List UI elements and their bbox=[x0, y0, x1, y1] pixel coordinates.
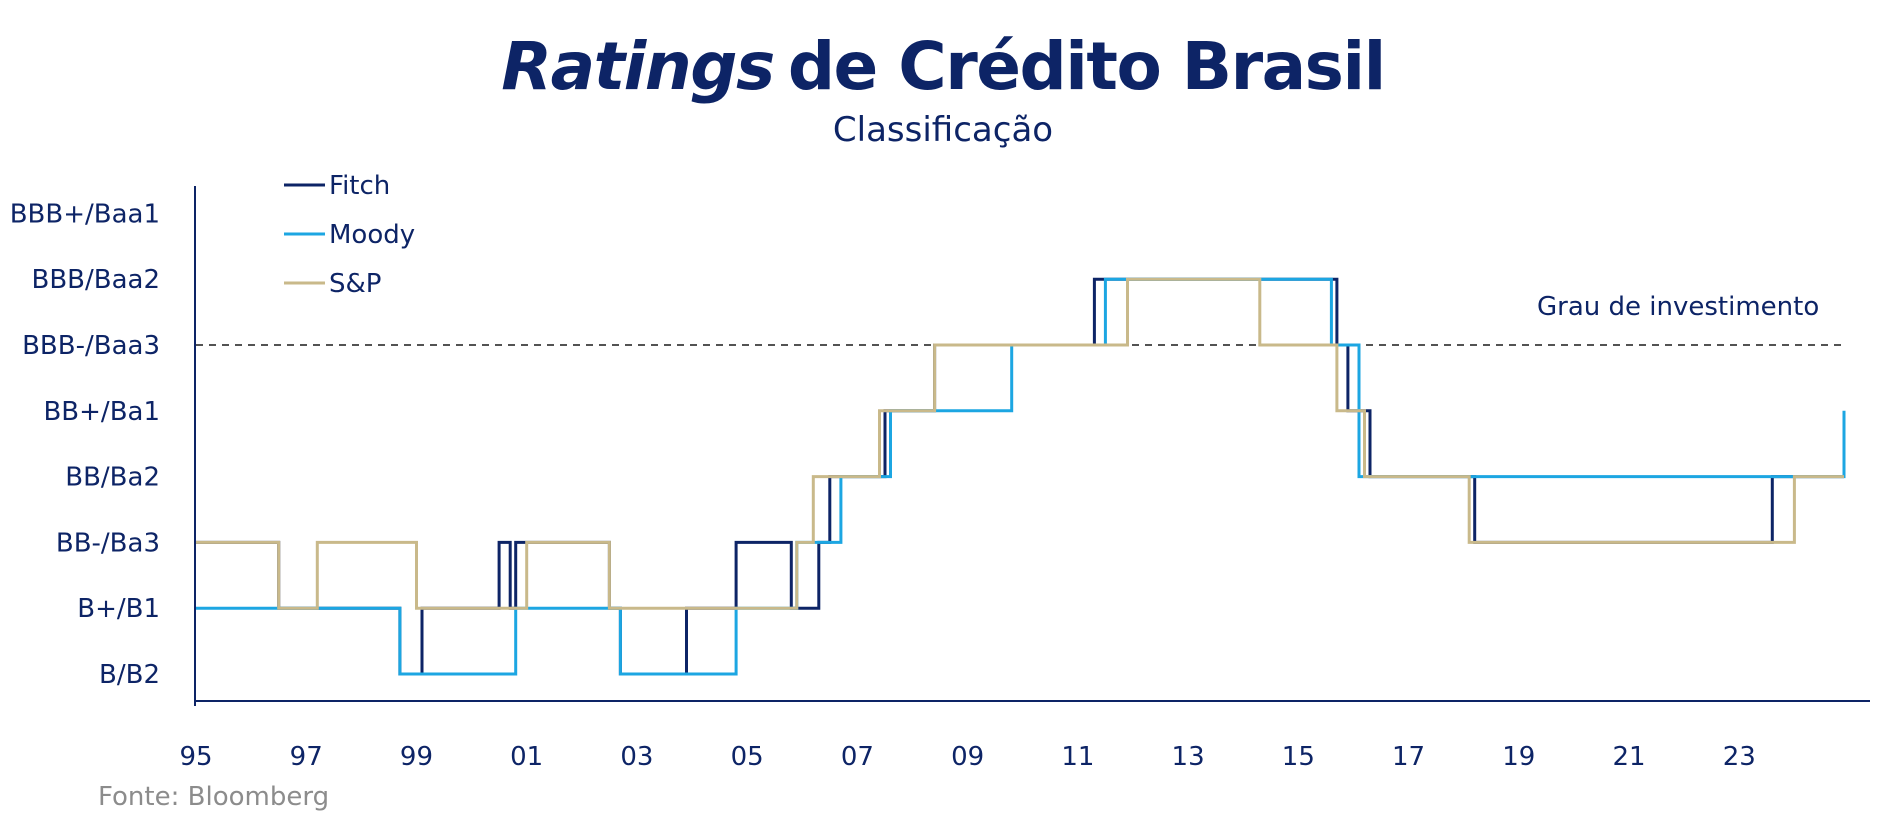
x-tick-label: 03 bbox=[620, 742, 653, 772]
y-tick-label: BB/Ba2 bbox=[65, 463, 160, 493]
chart-title: Ratings de Crédito Brasil bbox=[0, 28, 1886, 105]
y-tick-label: BBB+/Baa1 bbox=[10, 199, 160, 229]
y-tick-label: BB-/Ba3 bbox=[56, 528, 160, 558]
legend-label: Fitch bbox=[329, 171, 390, 201]
title-italic: Ratings bbox=[501, 28, 775, 105]
y-tick-label: B+/B1 bbox=[77, 594, 160, 624]
legend: Fitch Moody S&P bbox=[284, 171, 415, 299]
source-note: Fonte: Bloomberg bbox=[98, 782, 330, 812]
series-line-moody bbox=[196, 277, 1846, 676]
title-rest: de Crédito Brasil bbox=[787, 28, 1386, 105]
threshold-layer: Grau de investimento bbox=[196, 292, 1844, 346]
chart-subtitle: Classificação bbox=[832, 110, 1054, 150]
series-layer bbox=[196, 277, 1846, 676]
x-tick-label: 23 bbox=[1723, 742, 1756, 772]
y-tick-label: BBB-/Baa3 bbox=[22, 331, 160, 361]
x-tick-label: 95 bbox=[179, 742, 212, 772]
x-tick-label: 09 bbox=[951, 742, 984, 772]
x-tick-label: 19 bbox=[1502, 742, 1535, 772]
y-tick-label: B/B2 bbox=[99, 660, 160, 690]
x-tick-label: 05 bbox=[731, 742, 764, 772]
x-tick-label: 99 bbox=[400, 742, 433, 772]
legend-label: Moody bbox=[329, 220, 415, 250]
x-tick-label: 17 bbox=[1392, 742, 1425, 772]
x-tick-label: 01 bbox=[510, 742, 543, 772]
investment-grade-label: Grau de investimento bbox=[1537, 292, 1819, 322]
axes-layer bbox=[194, 186, 1870, 706]
x-tick-labels: 95 97 99 01 03 05 07 09 11 13 15 17 19 21 23 bbox=[179, 742, 1755, 772]
x-tick-label: 21 bbox=[1612, 742, 1645, 772]
x-tick-label: 13 bbox=[1172, 742, 1205, 772]
x-tick-label: 11 bbox=[1061, 742, 1094, 772]
x-tick-label: 07 bbox=[841, 742, 874, 772]
series-line-sp bbox=[196, 277, 1844, 610]
y-tick-label: BB+/Ba1 bbox=[43, 397, 160, 427]
y-tick-labels: B/B2 B+/B1 BB-/Ba3 BB/Ba2 BB+/Ba1 BBB-/Baa3 BB… bbox=[10, 199, 160, 690]
legend-label: S&P bbox=[329, 269, 381, 299]
x-tick-label: 97 bbox=[290, 742, 323, 772]
x-tick-label: 15 bbox=[1282, 742, 1315, 772]
y-tick-label: BBB/Baa2 bbox=[31, 265, 160, 295]
